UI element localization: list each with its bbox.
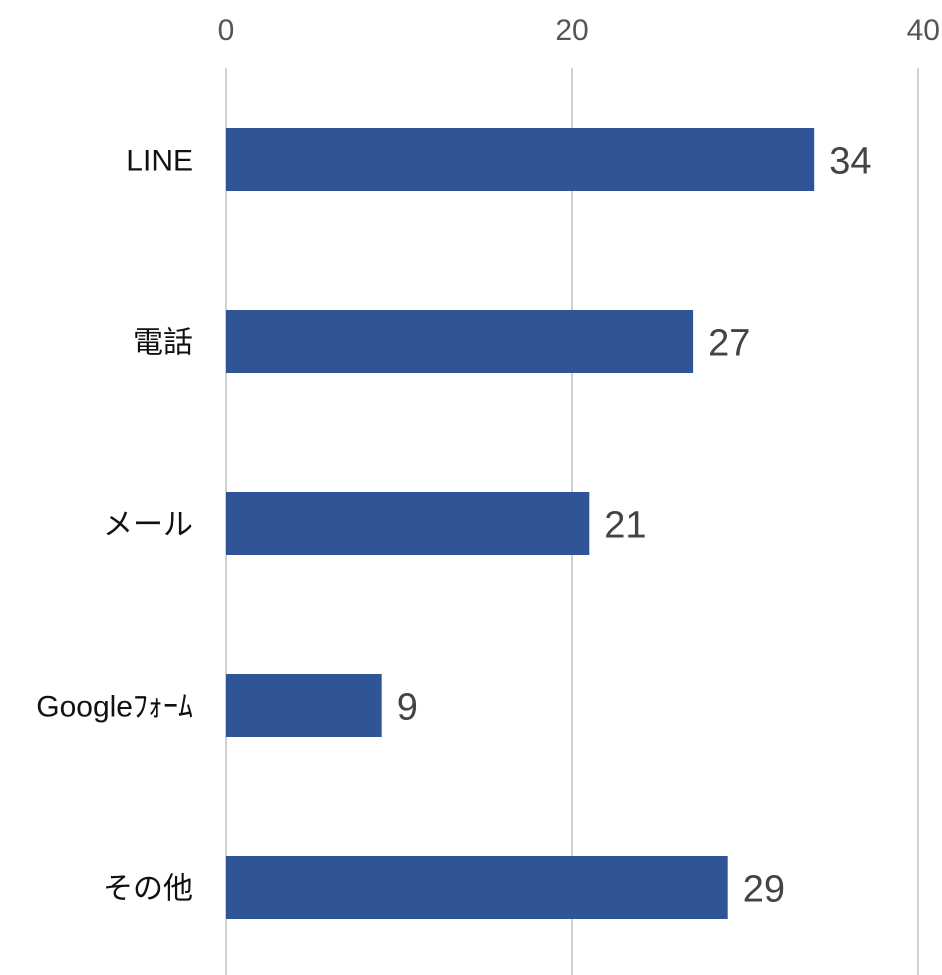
bar (226, 674, 382, 737)
x-tick-label: 40 (907, 14, 940, 47)
data-label: 9 (397, 687, 418, 729)
data-label: 21 (604, 505, 646, 547)
data-label: 27 (708, 323, 750, 365)
bar (226, 310, 694, 373)
category-label: Googleﾌｫｰﾑ (36, 691, 193, 724)
category-label: その他 (103, 873, 193, 906)
bar (226, 856, 728, 919)
bar (226, 492, 590, 555)
data-labels: 34 27 21 9 29 (397, 141, 872, 911)
bar (226, 128, 815, 191)
x-tick-label: 0 (218, 14, 235, 47)
data-label: 34 (829, 141, 871, 183)
category-label: 電話 (133, 327, 193, 360)
category-label: LINE (126, 145, 193, 178)
x-tick-label: 20 (555, 14, 588, 47)
bars (226, 128, 815, 919)
x-axis-ticks: 0 20 40 (218, 14, 940, 47)
data-label: 29 (743, 869, 785, 911)
category-label: メール (103, 509, 193, 542)
